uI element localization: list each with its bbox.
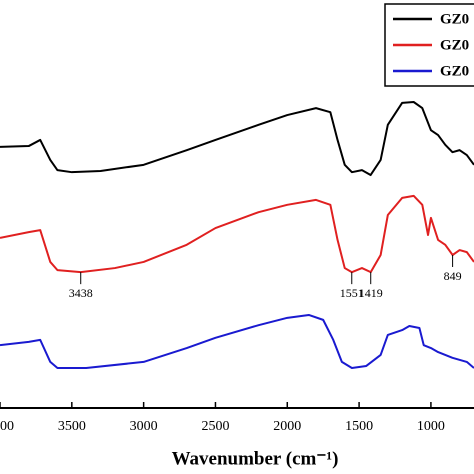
annotation-label: 1551 xyxy=(340,286,364,300)
x-tick-label: 1000 xyxy=(417,419,445,434)
annotation-label: 1419 xyxy=(359,286,383,300)
x-axis-label: Wavenumber (cm⁻¹) xyxy=(172,448,339,469)
annotation-label: 3438 xyxy=(69,286,93,300)
x-tick-label: 2500 xyxy=(201,419,229,434)
legend-label: GZ0 xyxy=(440,11,469,27)
x-tick-label: 4000 xyxy=(0,419,14,434)
legend: GZ0 GZ0 GZ0 xyxy=(384,3,474,87)
x-tick-label: 3000 xyxy=(130,419,158,434)
x-tick-label: 2000 xyxy=(273,419,301,434)
spectrum-line xyxy=(0,313,474,370)
legend-label: GZ0 xyxy=(440,63,469,79)
spectrum-line xyxy=(0,101,474,177)
x-tick-label: 1500 xyxy=(345,419,373,434)
x-tick-label: 3500 xyxy=(58,419,86,434)
legend-label: GZ0 xyxy=(440,37,469,53)
spectrum-line xyxy=(0,194,474,274)
annotation-label: 849 xyxy=(444,269,462,283)
